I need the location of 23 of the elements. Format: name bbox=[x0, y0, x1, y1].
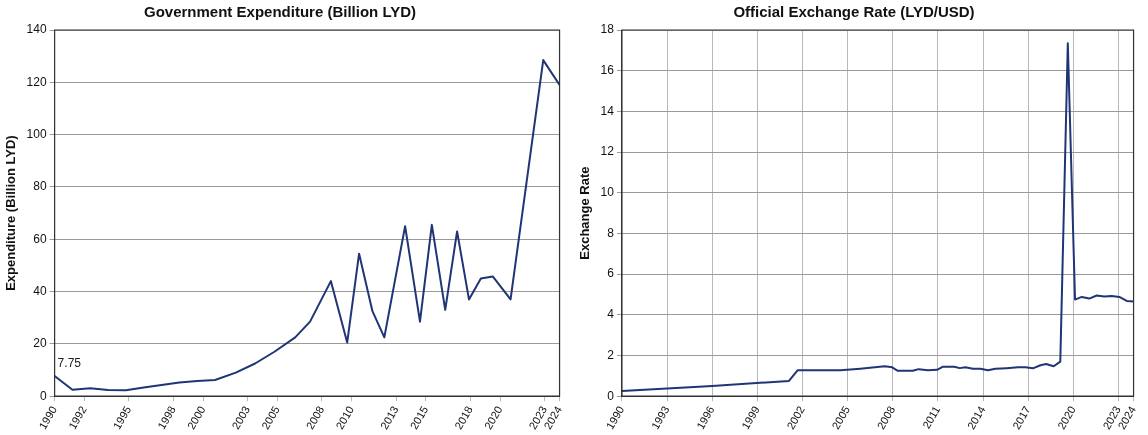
y-tick-label: 18 bbox=[600, 22, 615, 37]
y-tick-label: 60 bbox=[33, 231, 47, 246]
chart-title: Government Expenditure (Billion LYD) bbox=[144, 3, 416, 21]
y-tick-label: 140 bbox=[26, 22, 47, 37]
data-label: 7.75 bbox=[57, 356, 82, 371]
y-tick-label: 0 bbox=[39, 388, 47, 403]
y-tick-label: 80 bbox=[33, 179, 47, 194]
y-tick-label: 10 bbox=[600, 185, 615, 200]
y-tick-label: 12 bbox=[600, 144, 615, 159]
y-axis-title: Expenditure (Billion LYD) bbox=[3, 135, 19, 291]
chart-title: Official Exchange Rate (LYD/USD) bbox=[733, 3, 975, 21]
y-tick-label: 40 bbox=[33, 283, 47, 298]
y-axis-title: Exchange Rate bbox=[577, 166, 593, 260]
y-tick-label: 20 bbox=[33, 336, 47, 351]
y-tick-label: 4 bbox=[607, 307, 615, 322]
y-tick-label: 6 bbox=[607, 266, 615, 281]
y-tick-label: 100 bbox=[26, 126, 47, 141]
y-tick-label: 2 bbox=[607, 347, 615, 362]
y-tick-label: 0 bbox=[607, 388, 615, 403]
y-tick-label: 14 bbox=[600, 103, 615, 118]
y-tick-label: 120 bbox=[26, 74, 47, 89]
y-tick-label: 16 bbox=[600, 63, 615, 77]
y-tick-label: 8 bbox=[607, 225, 615, 240]
